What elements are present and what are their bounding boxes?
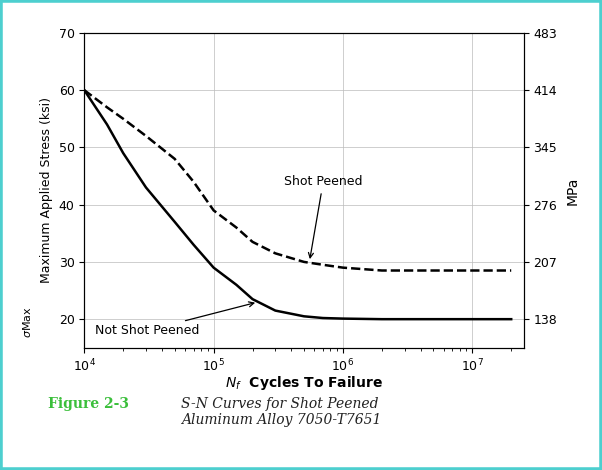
Text: Figure 2-3: Figure 2-3 (48, 397, 129, 411)
Y-axis label: Maximum Applied Stress (ksi): Maximum Applied Stress (ksi) (40, 97, 53, 283)
Text: $N_f$  Cycles To Failure: $N_f$ Cycles To Failure (225, 374, 383, 392)
Text: S-N Curves for Shot Peened
Aluminum Alloy 7050-T7651: S-N Curves for Shot Peened Aluminum Allo… (181, 397, 381, 427)
Y-axis label: MPa: MPa (566, 176, 580, 204)
Text: Shot Peened: Shot Peened (284, 175, 362, 258)
Text: $\sigma$Max: $\sigma$Max (21, 307, 33, 338)
Text: Not Shot Peened: Not Shot Peened (95, 302, 254, 337)
